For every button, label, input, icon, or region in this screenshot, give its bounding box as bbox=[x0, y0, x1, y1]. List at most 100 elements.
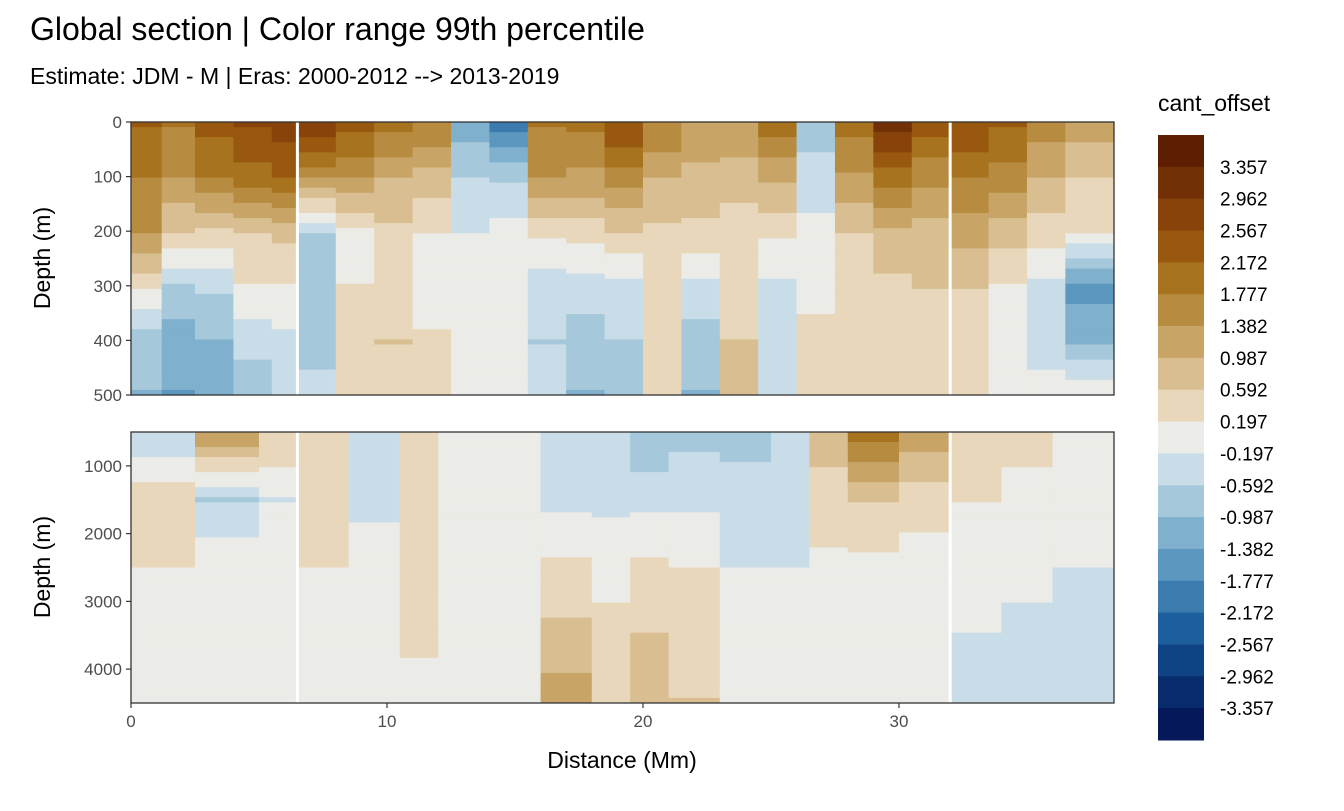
heatmap-cell bbox=[758, 202, 798, 209]
heatmap-cell bbox=[681, 127, 721, 133]
heatmap-cell bbox=[412, 369, 452, 376]
heatmap-cell bbox=[412, 172, 452, 179]
heatmap-cell bbox=[950, 314, 990, 320]
heatmap-cell bbox=[988, 389, 1028, 395]
heatmap-cell bbox=[604, 268, 644, 275]
heatmap-cell bbox=[1026, 162, 1066, 169]
heatmap-cell bbox=[642, 304, 682, 310]
heatmap-cell bbox=[438, 642, 490, 649]
heatmap-cell bbox=[950, 687, 1002, 694]
heatmap-cell bbox=[898, 587, 951, 594]
y-tick-label: 200 bbox=[94, 222, 122, 241]
heatmap-cell bbox=[399, 652, 439, 659]
heatmap-cell bbox=[719, 369, 759, 376]
heatmap-cell bbox=[988, 334, 1028, 340]
heatmap-cell bbox=[950, 497, 1002, 503]
heatmap-cell bbox=[335, 319, 375, 325]
heatmap-cell bbox=[374, 314, 414, 320]
heatmap-cell bbox=[642, 213, 682, 219]
heatmap-cell bbox=[450, 137, 490, 143]
heatmap-cell bbox=[988, 349, 1028, 356]
heatmap-cell bbox=[131, 334, 163, 340]
heatmap-cell bbox=[297, 298, 337, 305]
heatmap-cell bbox=[809, 587, 849, 594]
heatmap-cell bbox=[195, 572, 260, 579]
legend-swatch bbox=[1158, 294, 1204, 327]
heatmap-cell bbox=[770, 567, 810, 574]
heatmap-cell bbox=[911, 172, 951, 179]
heatmap-cell bbox=[233, 278, 273, 285]
heatmap-cell bbox=[668, 442, 721, 448]
heatmap-cell bbox=[809, 637, 849, 644]
heatmap-cell bbox=[1052, 492, 1114, 498]
heatmap-cell bbox=[911, 389, 951, 395]
heatmap-cell bbox=[412, 273, 452, 280]
heatmap-cell bbox=[911, 349, 951, 356]
heatmap-cell bbox=[834, 369, 874, 376]
heatmap-cell bbox=[591, 472, 631, 478]
heatmap-cell bbox=[195, 369, 234, 376]
heatmap-cell bbox=[873, 228, 913, 234]
heatmap-cell bbox=[1065, 157, 1114, 164]
heatmap-cell bbox=[566, 127, 606, 133]
heatmap-cell bbox=[796, 369, 836, 376]
heatmap-cell bbox=[450, 142, 490, 148]
heatmap-cell bbox=[399, 477, 439, 483]
heatmap-cell bbox=[399, 492, 439, 498]
heatmap-cell bbox=[450, 268, 490, 275]
heatmap-cell bbox=[950, 238, 990, 244]
heatmap-cell bbox=[604, 218, 644, 224]
heatmap-cell bbox=[1001, 687, 1054, 694]
heatmap-cell bbox=[950, 379, 990, 386]
heatmap-cell bbox=[399, 647, 439, 654]
heatmap-cell bbox=[438, 467, 490, 473]
heatmap-cell bbox=[195, 233, 234, 239]
heatmap-cell bbox=[399, 452, 439, 458]
heatmap-cell bbox=[131, 487, 196, 493]
heatmap-cell bbox=[1052, 692, 1114, 699]
heatmap-cell bbox=[642, 122, 682, 128]
heatmap-cell bbox=[719, 512, 772, 518]
heatmap-cell bbox=[1065, 354, 1114, 361]
heatmap-cell bbox=[642, 273, 682, 280]
heatmap-cell bbox=[540, 447, 593, 453]
heatmap-cell bbox=[847, 452, 900, 458]
heatmap-cell bbox=[438, 492, 490, 498]
heatmap-cell bbox=[911, 213, 951, 219]
heatmap-cell bbox=[1065, 319, 1114, 325]
heatmap-cell bbox=[161, 298, 196, 305]
heatmap-cell bbox=[1026, 132, 1066, 138]
heatmap-cell bbox=[195, 617, 260, 624]
heatmap-cell bbox=[834, 329, 874, 335]
heatmap-cell bbox=[527, 132, 567, 138]
heatmap-cell bbox=[758, 334, 798, 340]
heatmap-cell bbox=[809, 547, 849, 554]
heatmap-cell bbox=[770, 477, 810, 483]
heatmap-cell bbox=[233, 233, 273, 239]
heatmap-cell bbox=[834, 162, 874, 169]
heatmap-cell bbox=[566, 172, 606, 179]
heatmap-cell bbox=[271, 389, 298, 395]
heatmap-cell bbox=[950, 304, 990, 310]
heatmap-cell bbox=[1001, 607, 1054, 614]
heatmap-cell bbox=[297, 557, 350, 564]
heatmap-cell bbox=[770, 552, 810, 559]
heatmap-cell bbox=[399, 562, 439, 569]
heatmap-cell bbox=[131, 167, 163, 174]
heatmap-cell bbox=[258, 477, 298, 483]
heatmap-cell bbox=[950, 147, 990, 153]
heatmap-cell bbox=[770, 492, 810, 498]
heatmap-cell bbox=[1001, 642, 1054, 649]
heatmap-cell bbox=[1052, 442, 1114, 448]
heatmap-cell bbox=[131, 122, 163, 128]
heatmap-cell bbox=[233, 248, 273, 255]
heatmap-cell bbox=[1052, 587, 1114, 594]
heatmap-cell bbox=[1001, 587, 1054, 594]
heatmap-cell bbox=[758, 187, 798, 194]
legend-title: cant_offset bbox=[1158, 90, 1271, 116]
heatmap-cell bbox=[131, 617, 196, 624]
heatmap-cell bbox=[438, 602, 490, 609]
heatmap-cell bbox=[566, 162, 606, 169]
heatmap-cell bbox=[950, 349, 990, 356]
heatmap-cell bbox=[719, 293, 759, 300]
